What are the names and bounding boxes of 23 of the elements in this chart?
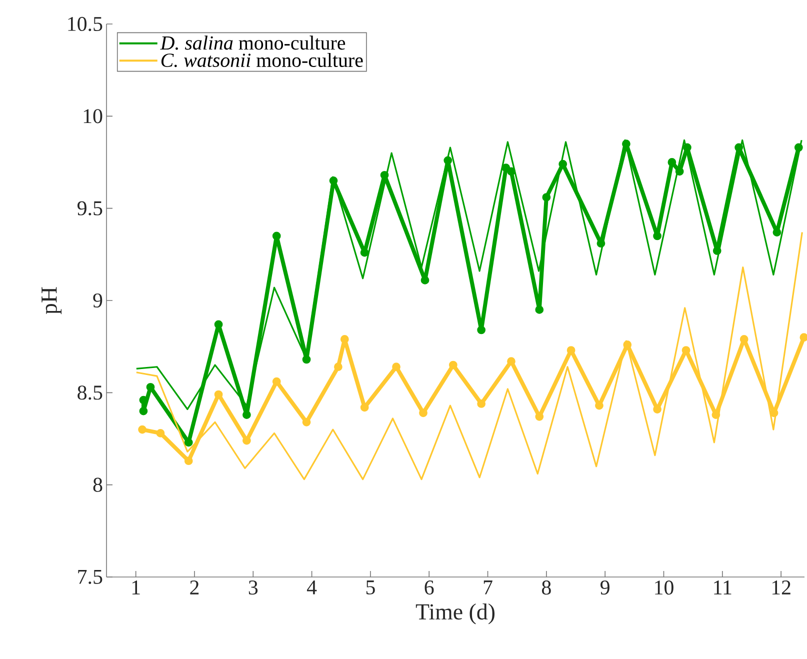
x-tick-label: 4 [306,580,317,594]
x-axis-title: Time (d) [416,603,494,624]
x-tick-label: 12 [772,580,790,594]
y-tick-label: 8 [93,478,102,492]
x-tick-label: 1 [132,580,140,594]
x-tick-label: 5 [366,580,375,594]
x-tick-label: 2 [190,580,199,594]
x-tick-label: 7 [484,580,492,594]
x-tick-label: 8 [542,580,551,595]
legend-label: C. watsonii mono-culture [161,52,363,68]
x-tick-label: 10 [655,580,674,595]
legend-label: D. salina mono-culture [160,36,346,50]
x-tick-label: 9 [600,580,610,595]
y-axis-title: pH [42,287,62,314]
y-tick-label: 10.5 [68,16,102,32]
y-tick-label: 7.5 [78,570,102,584]
y-tick-label: 8.5 [78,386,102,400]
y-tick-label: 10 [84,109,102,124]
x-tick-label: 11 [714,580,732,594]
y-tick-label: 9.5 [78,201,102,216]
x-tick-label: 3 [248,580,258,595]
x-tick-label: 6 [424,580,434,595]
y-tick-label: 9 [93,293,102,308]
